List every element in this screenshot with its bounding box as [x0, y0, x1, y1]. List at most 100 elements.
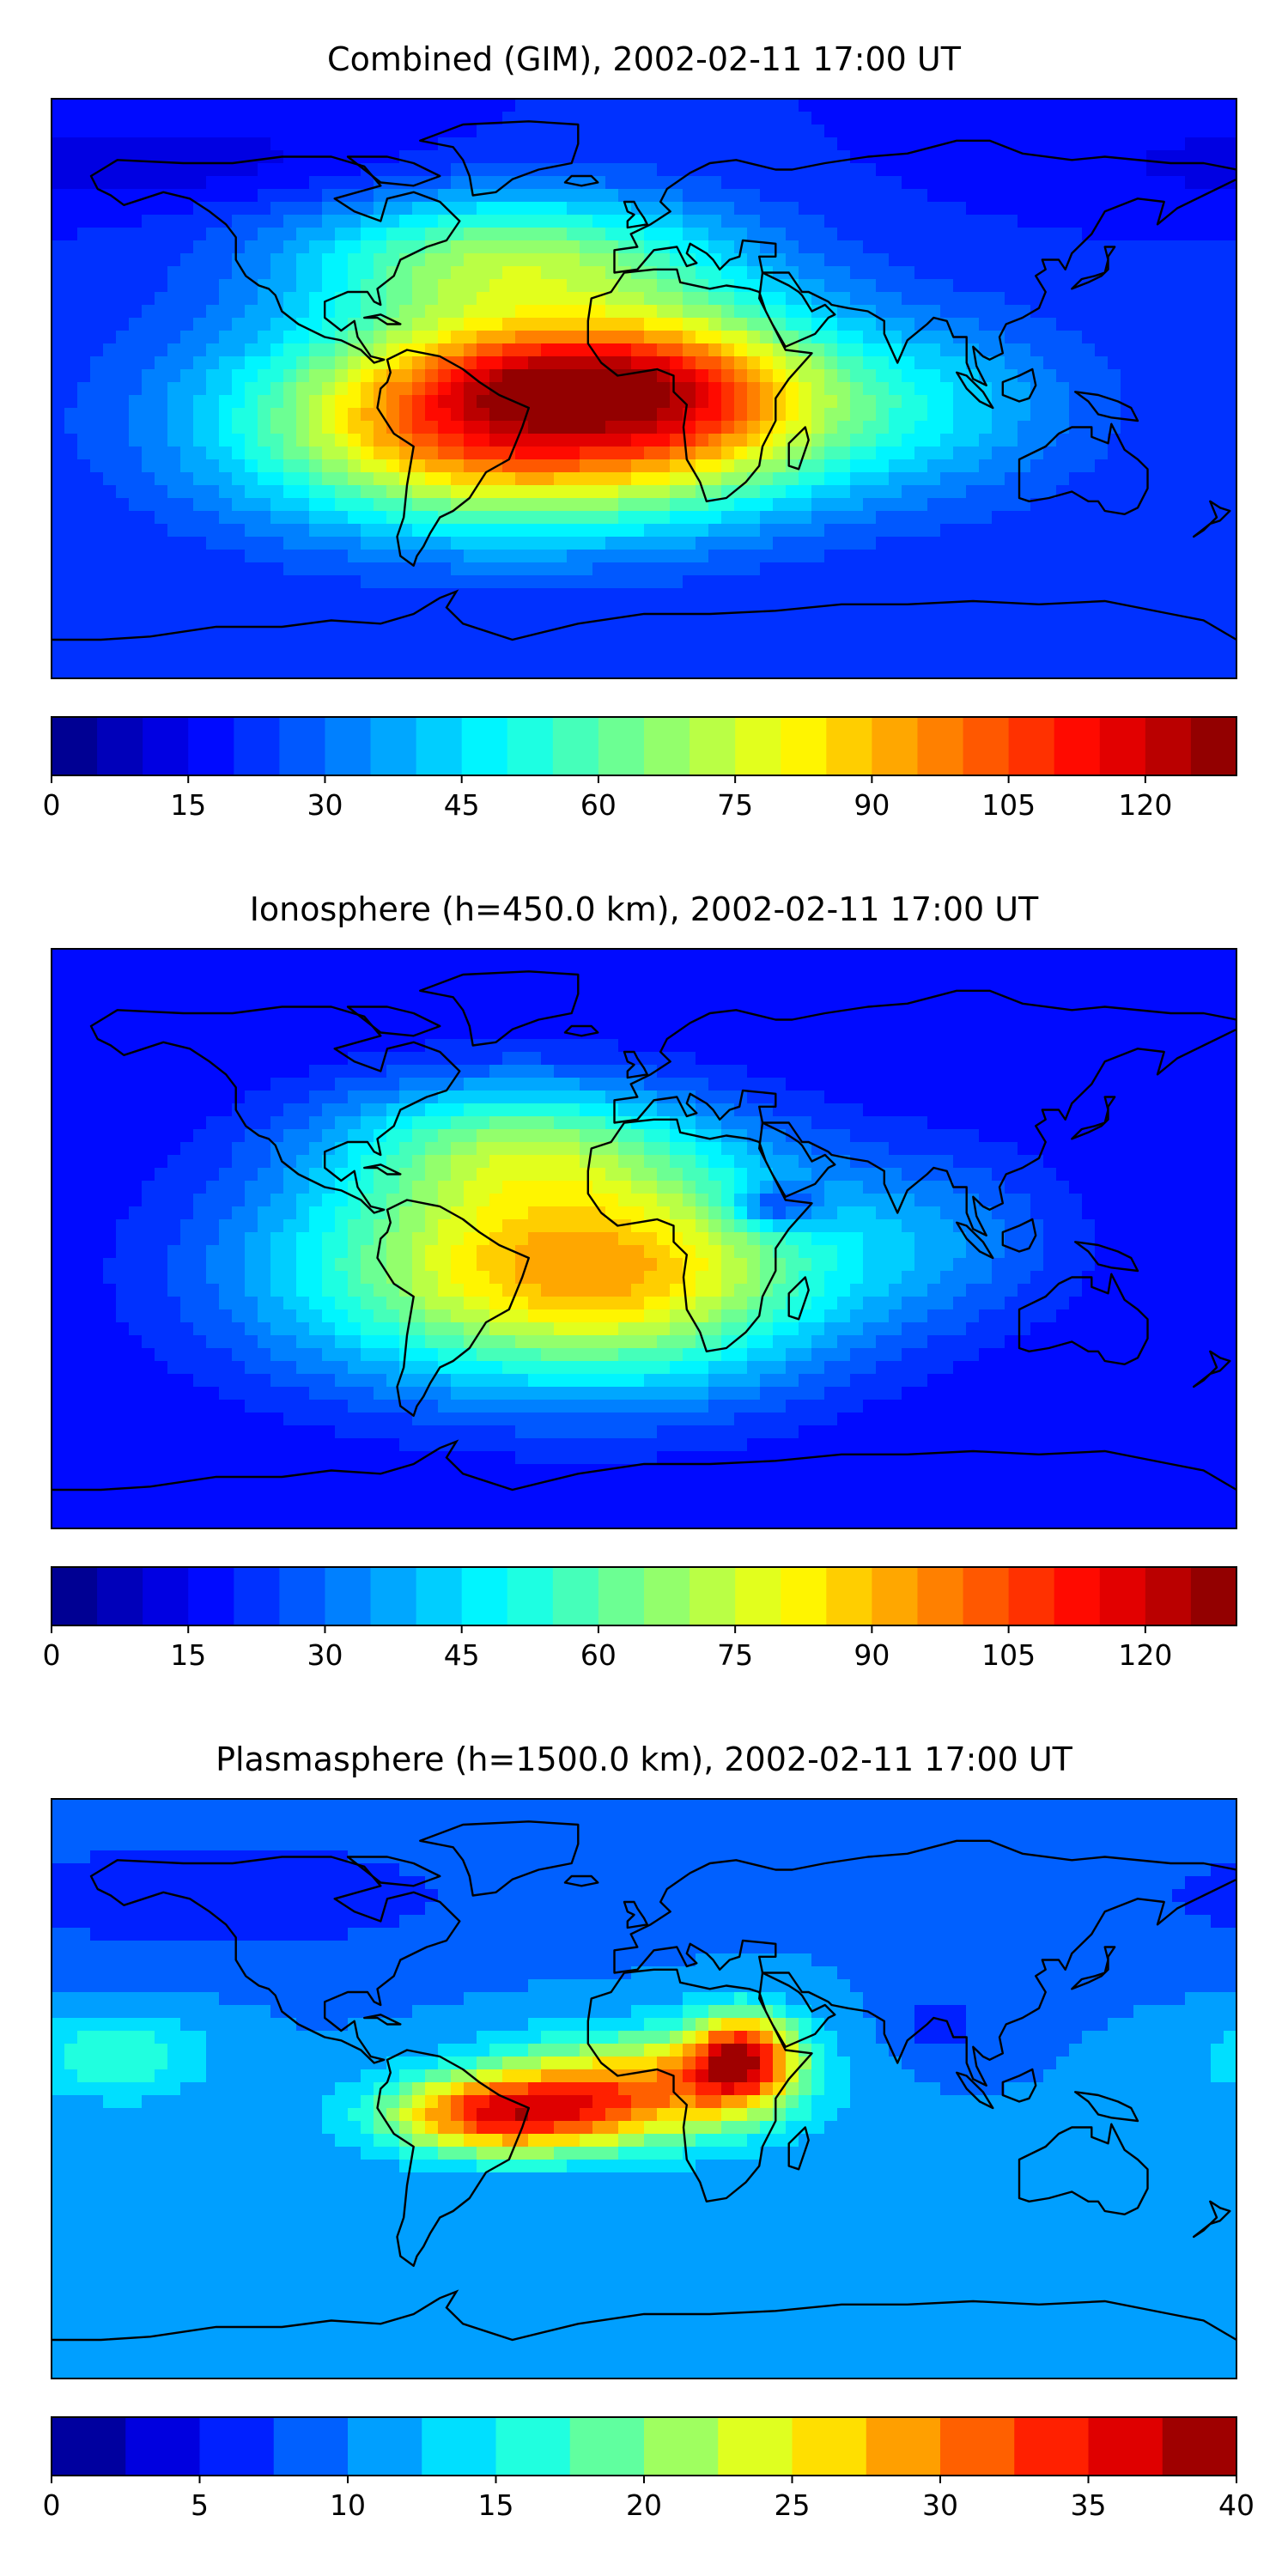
coastline	[1071, 1946, 1116, 1990]
colorbar-tick-label: 45	[444, 1638, 480, 1672]
colorbar-swatch	[188, 1567, 234, 1625]
coastlines	[52, 1820, 1236, 2342]
panel-combined: Combined (GIM), 2002-02-11 17:00 UT 0 15 3…	[43, 40, 1237, 822]
coastline	[376, 1199, 530, 1418]
colorbar-tick-label: 120	[1118, 1638, 1172, 1672]
coastline	[1073, 2091, 1139, 2123]
coastline	[787, 426, 810, 471]
coastline	[1001, 2068, 1037, 2103]
coastline	[623, 1050, 648, 1079]
colorbar-swatch	[1099, 1567, 1146, 1625]
coastline	[363, 2014, 402, 2026]
colorbar-tick-label: 0	[43, 788, 61, 822]
colorbar-tick-label: 30	[922, 2488, 958, 2522]
colorbar-swatch	[826, 717, 872, 775]
coastline	[1073, 1241, 1139, 1273]
colorbar-swatch	[826, 1567, 872, 1625]
colorbar-swatch	[279, 717, 325, 775]
colorbar-swatch	[644, 1567, 690, 1625]
coastline	[1071, 1096, 1116, 1140]
coastline	[89, 1005, 461, 1214]
map-frame	[51, 948, 1237, 1529]
colorbar-tick-label: 15	[170, 1638, 206, 1672]
colorbar-swatch	[495, 2417, 571, 2476]
colorbar-swatch	[1145, 1567, 1192, 1625]
colorbar-swatch	[1054, 717, 1101, 775]
colorbar-swatch	[416, 717, 463, 775]
map-frame	[51, 1798, 1237, 2379]
colorbar-swatch	[940, 2417, 1015, 2476]
coastline	[955, 2071, 994, 2110]
colorbar-tick-label: 90	[854, 1638, 890, 1672]
colorbar-swatch	[1008, 717, 1055, 775]
map-field	[52, 99, 1236, 678]
coastline	[1192, 500, 1231, 538]
colorbar-swatch	[781, 1567, 827, 1625]
colorbar-tick-label: 105	[981, 1638, 1036, 1672]
colorbar-swatch	[872, 717, 918, 775]
colorbar-tick-label: 25	[775, 2488, 811, 2522]
colorbar-swatch	[963, 1567, 1010, 1625]
coastline	[586, 268, 836, 502]
colorbar-tick-label: 35	[1071, 2488, 1107, 2522]
colorbar-swatch	[1162, 2417, 1237, 2476]
colorbar-swatch	[52, 2417, 126, 2476]
colorbar-tick-label: 60	[580, 1638, 617, 1672]
coastline	[563, 174, 599, 187]
coastline	[563, 1024, 599, 1037]
coastline	[363, 313, 402, 325]
coastline	[586, 1118, 836, 1353]
colorbar-swatch	[1145, 717, 1192, 775]
colorbar-swatch	[507, 717, 554, 775]
coastline	[613, 989, 1236, 1237]
coastline	[787, 1276, 810, 1321]
coastline	[1018, 1273, 1149, 1366]
colorbar-swatch	[963, 717, 1010, 775]
coastlines	[52, 120, 1236, 641]
coastline	[563, 1874, 599, 1887]
colorbar: 0 15 30 45 60 75 90 105 120	[43, 1566, 1237, 1672]
colorbar-swatch	[325, 1567, 372, 1625]
colorbar-frame	[51, 716, 1237, 776]
coastlines	[52, 970, 1236, 1492]
colorbar-swatch	[690, 1567, 736, 1625]
colorbar-swatch	[234, 1567, 280, 1625]
colorbar-tick-label: 105	[981, 788, 1036, 822]
colorbar-swatch	[273, 2417, 349, 2476]
colorbar-swatch	[143, 717, 189, 775]
colorbar-swatch	[52, 1567, 98, 1625]
colorbar-swatch	[1054, 1567, 1101, 1625]
colorbar-swatch	[1008, 1567, 1055, 1625]
map-field	[52, 1799, 1236, 2379]
colorbar-swatch	[598, 717, 645, 775]
colorbar-swatch	[792, 2417, 867, 2476]
coastline	[1192, 1350, 1231, 1388]
colorbar-swatch	[143, 1567, 189, 1625]
coastline	[419, 970, 580, 1047]
colorbar-swatch	[507, 1567, 554, 1625]
colorbar-swatch	[199, 2417, 275, 2476]
colorbar-swatch	[718, 2417, 793, 2476]
colorbar-swatch	[279, 1567, 325, 1625]
colorbar-swatch	[234, 717, 280, 775]
coastline	[1001, 1218, 1037, 1253]
colorbar-swatch	[422, 2417, 496, 2476]
coastline	[346, 1856, 441, 1887]
coastline	[376, 349, 530, 567]
colorbar-tick-label: 30	[307, 1638, 343, 1672]
colorbar-tick-label: 30	[307, 788, 343, 822]
coastline-antarctica	[52, 1439, 1236, 1492]
colorbar-swatch	[866, 2417, 941, 2476]
colorbar-swatch	[569, 2417, 645, 2476]
colorbar-swatch	[598, 1567, 645, 1625]
colorbar-tick-label: 40	[1218, 2488, 1255, 2522]
coastline	[623, 1900, 648, 1929]
coastline	[1018, 422, 1149, 515]
coastline-antarctica	[52, 589, 1236, 641]
colorbar-tick-label: 45	[444, 788, 480, 822]
coastline	[1018, 2123, 1149, 2216]
colorbar-tick-label: 0	[43, 2488, 61, 2522]
coastline	[955, 371, 994, 410]
colorbar-swatch	[735, 717, 781, 775]
colorbar-swatch	[1014, 2417, 1089, 2476]
